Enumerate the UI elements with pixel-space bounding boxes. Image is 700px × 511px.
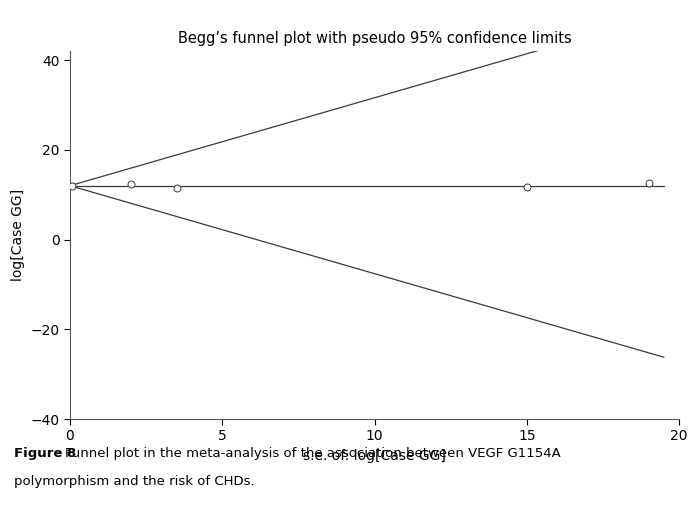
Point [171,184,182,192]
Point [521,183,532,192]
Text: Funnel plot in the meta-analysis of the association between VEGF G1154A: Funnel plot in the meta-analysis of the … [65,447,561,460]
Point [643,179,655,188]
Y-axis label: log[Case GG]: log[Case GG] [11,189,25,281]
Point [66,181,77,190]
Title: Begg’s funnel plot with pseudo 95% confidence limits: Begg’s funnel plot with pseudo 95% confi… [178,31,571,46]
Text: polymorphism and the risk of CHDs.: polymorphism and the risk of CHDs. [14,475,255,488]
Point [125,180,136,189]
X-axis label: s.e. of: log[Case GG]: s.e. of: log[Case GG] [303,449,446,463]
Text: Figure 8: Figure 8 [14,447,81,460]
